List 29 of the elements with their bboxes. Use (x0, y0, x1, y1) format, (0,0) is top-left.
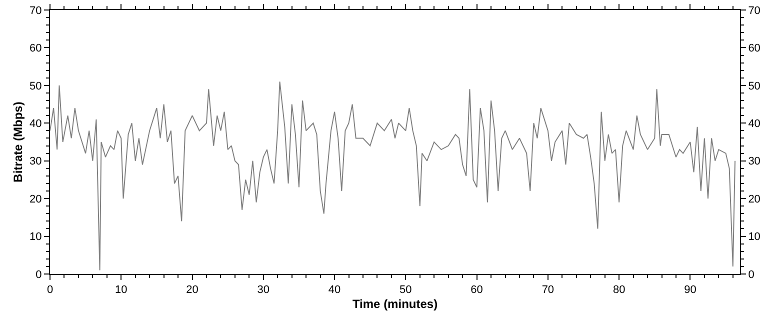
y-tick-label: 30 (30, 156, 42, 168)
y2-tick-label: 0 (748, 268, 754, 281)
x-tick-label: 0 (46, 284, 54, 296)
y2-tick-label: 70 (748, 4, 760, 17)
y-tick-label: 10 (30, 231, 42, 244)
line-series (50, 81, 736, 271)
y-tick-label: 50 (30, 80, 42, 92)
x-tick-label: 10 (115, 284, 128, 296)
x-tick-label: 30 (257, 284, 270, 296)
y-tick-label: 60 (30, 42, 42, 55)
x-tick-label: 20 (186, 284, 198, 296)
x-axis-title: Time (minutes) (352, 297, 438, 312)
y-axis-title: Bitrate (Mbps) (10, 102, 25, 182)
x-tick-label: 70 (542, 284, 554, 296)
y2-tick-label: 60 (748, 42, 760, 55)
x-tick-label: 80 (612, 284, 626, 296)
y2-tick-label: 10 (748, 231, 760, 244)
y2-tick-label: 30 (748, 156, 760, 168)
y2-tick-label: 20 (748, 193, 760, 206)
x-tick-label: 60 (470, 284, 483, 296)
y2-tick-label: 40 (748, 118, 760, 130)
y2-tick-label: 50 (748, 80, 760, 92)
x-tick-label: 50 (400, 284, 412, 296)
y-tick-label: 70 (30, 4, 42, 17)
x-tick-label: 90 (684, 284, 696, 296)
x-tick-label: 40 (328, 284, 341, 296)
y-tick-label: 0 (36, 268, 42, 281)
y-tick-label: 20 (30, 193, 42, 206)
y-tick-label: 40 (30, 118, 42, 130)
